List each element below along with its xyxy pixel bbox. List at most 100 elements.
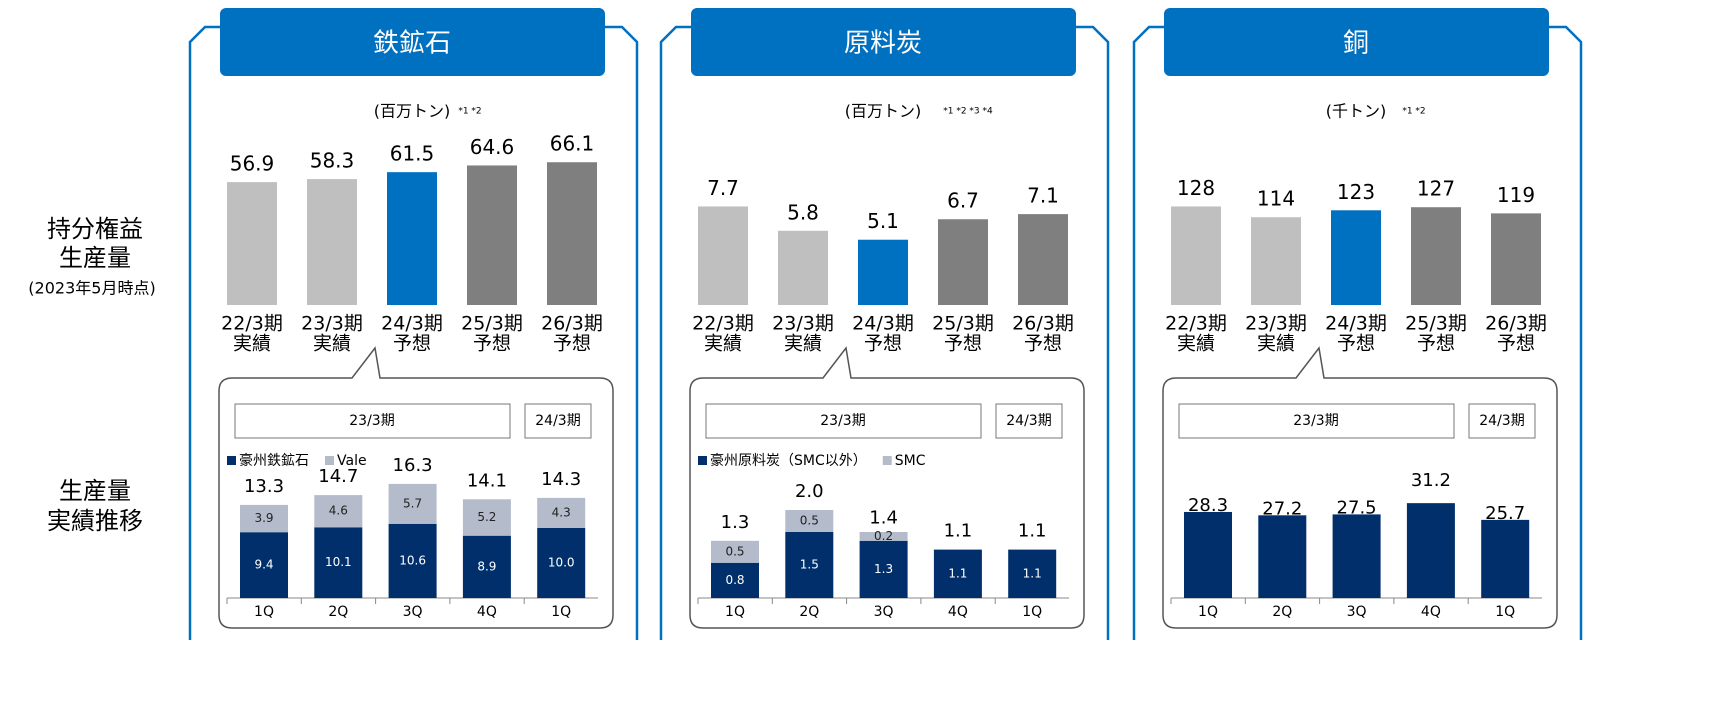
segment-label: 0.2 <box>874 529 893 543</box>
total-label: 14.1 <box>467 470 507 491</box>
category-note: 実績 <box>704 333 742 355</box>
category-note: 予想 <box>393 333 431 355</box>
unit-label: (千トン) <box>1326 102 1387 121</box>
panel-title: 鉄鉱石 <box>373 29 451 59</box>
category-note: 予想 <box>1337 333 1375 355</box>
category-label: 25/3期 <box>461 313 523 335</box>
value-label: 127 <box>1417 177 1455 201</box>
value-label: 123 <box>1337 180 1375 204</box>
annual-bar <box>1251 217 1301 305</box>
category-note: 実績 <box>1177 333 1215 355</box>
period-box <box>1468 403 1536 439</box>
footnote: *1 *2 <box>458 107 481 117</box>
value-label: 25.7 <box>1485 503 1525 524</box>
segment-label: 8.9 <box>477 559 496 573</box>
category-label: 25/3期 <box>1405 313 1467 335</box>
segment <box>785 532 834 598</box>
period-box <box>524 403 592 439</box>
period-box <box>234 403 511 439</box>
segment-label: 0.8 <box>725 573 744 587</box>
total-label: 1.3 <box>721 512 750 533</box>
segment-label: 1.1 <box>948 566 967 580</box>
legend-label: Vale <box>337 453 367 469</box>
annual-bar <box>387 172 437 305</box>
unit-label: (百万トン) <box>845 102 922 121</box>
footnote: *1 *2 <box>1402 107 1425 117</box>
annual-bar <box>938 219 988 305</box>
segment <box>785 510 834 532</box>
value-label: 58.3 <box>310 149 355 173</box>
category-note: 実績 <box>784 333 822 355</box>
value-label: 31.2 <box>1411 470 1451 491</box>
quarter-label: 1Q <box>725 604 745 620</box>
legend-label: SMC <box>895 453 926 469</box>
bar <box>1406 503 1455 598</box>
annual-bar <box>858 239 908 305</box>
bar <box>1258 515 1307 598</box>
segment <box>711 540 759 563</box>
panel-frame <box>1132 25 1583 640</box>
period-label: 23/3期 <box>349 413 394 429</box>
category-label: 26/3期 <box>1012 313 1074 335</box>
segment <box>388 523 437 598</box>
total-label: 1.1 <box>1018 521 1047 542</box>
quarter-label: 4Q <box>477 604 497 620</box>
total-label: 14.3 <box>541 469 581 490</box>
quarter-label: 4Q <box>1421 604 1441 620</box>
annual-bar <box>1491 213 1541 305</box>
value-label: 128 <box>1177 176 1215 200</box>
segment <box>388 483 437 524</box>
panel-frame <box>188 25 639 640</box>
category-label: 22/3期 <box>221 313 283 335</box>
quarter-label: 2Q <box>1272 604 1292 620</box>
quarter-label: 4Q <box>948 604 968 620</box>
value-label: 61.5 <box>390 142 435 166</box>
total-label: 1.4 <box>869 507 898 528</box>
segment-label: 1.3 <box>874 562 893 576</box>
value-label: 56.9 <box>230 152 275 176</box>
category-note: 予想 <box>473 333 511 355</box>
unit-label: (百万トン) <box>374 102 451 121</box>
category-note: 予想 <box>944 333 982 355</box>
segment-label: 0.5 <box>725 544 744 558</box>
legend-label: 豪州鉄鉱石 <box>239 452 309 469</box>
legend-swatch <box>227 456 236 465</box>
legend-swatch <box>882 456 892 465</box>
category-note: 予想 <box>1417 333 1455 355</box>
segment-label: 4.3 <box>552 505 571 519</box>
segment-label: 3.9 <box>254 511 273 525</box>
segment <box>314 527 363 598</box>
segment <box>537 497 586 528</box>
category-note: 予想 <box>1024 333 1062 355</box>
period-box <box>1178 403 1455 439</box>
value-label: 5.8 <box>787 200 819 224</box>
segment <box>462 535 511 598</box>
segment <box>240 504 288 533</box>
segment <box>711 562 759 598</box>
side-label: 実績推移 <box>47 507 143 535</box>
annual-bar <box>1331 210 1381 305</box>
value-label: 28.3 <box>1188 495 1228 516</box>
quarter-label: 1Q <box>551 604 571 620</box>
quarter-label: 2Q <box>328 604 348 620</box>
side-label: 生産量 <box>59 244 131 272</box>
value-label: 27.2 <box>1262 498 1302 519</box>
category-label: 22/3期 <box>1165 313 1227 335</box>
panel-frame <box>659 25 1110 640</box>
segment-label: 10.6 <box>399 553 426 567</box>
segment <box>859 540 908 598</box>
annual-bar <box>778 230 828 305</box>
category-note: 予想 <box>553 333 591 355</box>
category-note: 実績 <box>313 333 351 355</box>
total-label: 14.7 <box>318 466 358 487</box>
side-label: 生産量 <box>59 477 131 505</box>
category-label: 23/3期 <box>301 313 363 335</box>
footnote: *1 *2 *3 *4 <box>943 107 993 117</box>
segment-label: 9.4 <box>254 558 273 572</box>
annual-bar <box>1411 207 1461 305</box>
segment <box>859 532 908 541</box>
segment <box>537 528 586 598</box>
category-label: 23/3期 <box>1245 313 1307 335</box>
period-label: 24/3期 <box>535 413 580 429</box>
